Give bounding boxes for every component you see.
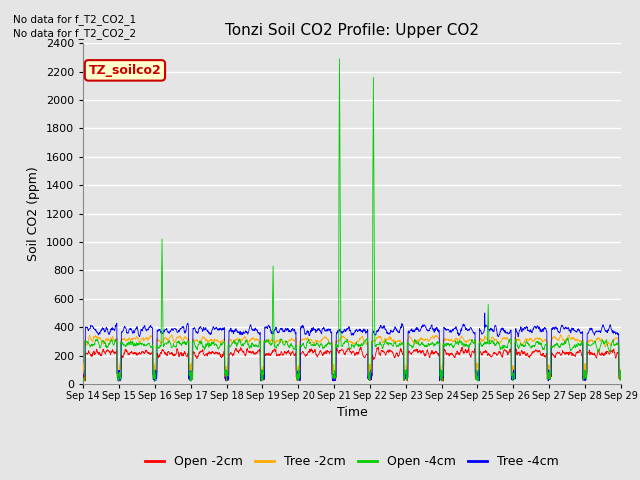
Title: Tonzi Soil CO2 Profile: Upper CO2: Tonzi Soil CO2 Profile: Upper CO2 bbox=[225, 23, 479, 38]
Y-axis label: Soil CO2 (ppm): Soil CO2 (ppm) bbox=[28, 166, 40, 261]
Open -2cm bbox=[341, 351, 349, 357]
Open -4cm bbox=[327, 341, 335, 347]
Open -2cm bbox=[503, 348, 511, 354]
Open -2cm bbox=[374, 344, 382, 350]
Open -2cm bbox=[602, 350, 609, 356]
Open -4cm bbox=[341, 338, 349, 344]
Tree -2cm bbox=[503, 336, 511, 341]
Open -4cm bbox=[617, 368, 625, 373]
Open -2cm bbox=[79, 370, 87, 376]
Tree -4cm bbox=[79, 376, 87, 382]
Text: No data for f_T2_CO2_2: No data for f_T2_CO2_2 bbox=[13, 28, 136, 39]
Open -4cm bbox=[503, 345, 511, 350]
Line: Tree -4cm: Tree -4cm bbox=[83, 313, 621, 381]
Tree -4cm bbox=[602, 327, 609, 333]
X-axis label: Time: Time bbox=[337, 407, 367, 420]
Tree -2cm bbox=[617, 367, 625, 373]
Tree -4cm bbox=[341, 327, 349, 333]
Tree -4cm bbox=[617, 369, 625, 374]
Line: Tree -2cm: Tree -2cm bbox=[83, 335, 621, 377]
Text: TZ_soilco2: TZ_soilco2 bbox=[88, 64, 161, 77]
Tree -4cm bbox=[503, 330, 511, 336]
Open -4cm bbox=[107, 338, 115, 344]
Open -4cm bbox=[257, 378, 265, 384]
Open -2cm bbox=[602, 352, 609, 358]
Open -2cm bbox=[327, 348, 335, 354]
Open -4cm bbox=[335, 56, 343, 62]
Tree -2cm bbox=[602, 342, 609, 348]
Tree -4cm bbox=[481, 310, 488, 316]
Tree -2cm bbox=[557, 332, 564, 337]
Tree -4cm bbox=[107, 326, 115, 332]
Tree -2cm bbox=[107, 336, 115, 341]
Tree -2cm bbox=[403, 374, 411, 380]
Line: Open -4cm: Open -4cm bbox=[83, 59, 621, 381]
Tree -2cm bbox=[326, 340, 334, 346]
Legend: Open -2cm, Tree -2cm, Open -4cm, Tree -4cm: Open -2cm, Tree -2cm, Open -4cm, Tree -4… bbox=[140, 450, 564, 473]
Text: No data for f_T2_CO2_1: No data for f_T2_CO2_1 bbox=[13, 13, 136, 24]
Open -2cm bbox=[107, 352, 115, 358]
Tree -4cm bbox=[602, 328, 609, 334]
Open -2cm bbox=[115, 378, 122, 384]
Tree -4cm bbox=[150, 378, 158, 384]
Open -4cm bbox=[602, 339, 609, 345]
Line: Open -2cm: Open -2cm bbox=[83, 347, 621, 381]
Open -4cm bbox=[79, 375, 87, 381]
Tree -4cm bbox=[327, 329, 335, 335]
Open -4cm bbox=[602, 338, 609, 344]
Tree -2cm bbox=[79, 361, 87, 367]
Tree -2cm bbox=[340, 334, 348, 340]
Open -2cm bbox=[617, 377, 625, 383]
Tree -2cm bbox=[602, 343, 609, 349]
